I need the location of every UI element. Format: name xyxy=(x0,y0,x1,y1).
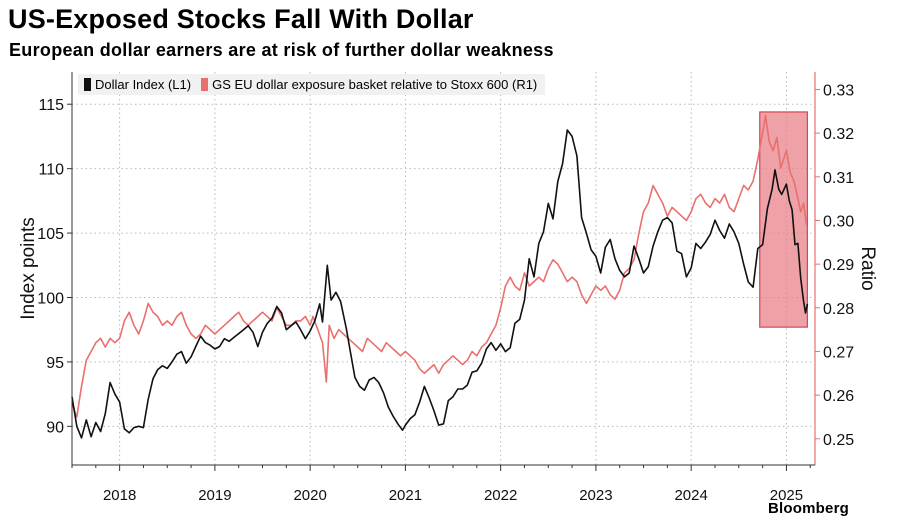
left-tick-label: 115 xyxy=(38,97,64,114)
chart-title: US-Exposed Stocks Fall With Dollar xyxy=(8,4,474,34)
right-tick-label: 0.31 xyxy=(823,170,854,187)
left-tick-label: 100 xyxy=(37,290,64,307)
source-logo: Bloomberg xyxy=(768,500,849,517)
legend-item-gs-basket: GS EU dollar exposure basket relative to… xyxy=(201,77,537,92)
series-layer xyxy=(71,114,809,439)
right-tick-label: 0.26 xyxy=(823,388,854,405)
right-axis-title: Ratio xyxy=(857,246,878,290)
left-tick-label: 90 xyxy=(46,419,64,436)
axes-layer xyxy=(67,72,820,471)
left-tick-label: 110 xyxy=(38,162,64,179)
right-tick-label: 0.33 xyxy=(823,82,854,99)
highlight-layer xyxy=(759,111,808,328)
left-tick-label: 95 xyxy=(46,355,64,372)
x-tick-label: 2021 xyxy=(389,487,422,504)
x-tick-label: 2020 xyxy=(293,487,326,504)
series-line-dollar-index xyxy=(71,129,809,439)
chart-subtitle: European dollar earners are at risk of f… xyxy=(9,40,554,60)
right-tick-label: 0.27 xyxy=(823,344,854,361)
highlight-region xyxy=(759,111,808,328)
chart-legend: Dollar Index (L1) GS EU dollar exposure … xyxy=(78,74,546,95)
right-tick-label: 0.32 xyxy=(823,126,854,143)
legend-item-dollar-index: Dollar Index (L1) xyxy=(84,77,191,92)
right-tick-label: 0.28 xyxy=(823,301,854,318)
x-tick-label: 2024 xyxy=(674,487,707,504)
labels-layer: 115 110 105 100 95 90 2018 2019 2020 2021 2022 2023… xyxy=(18,82,878,504)
right-tick-label: 0.30 xyxy=(823,213,854,230)
series-line-gs-basket xyxy=(71,114,808,418)
right-tick-label: 0.25 xyxy=(823,432,854,449)
x-tick-label: 2025 xyxy=(770,487,803,504)
left-tick-label: 105 xyxy=(37,226,64,243)
legend-swatch-dollar-index xyxy=(84,78,91,91)
grid-layer xyxy=(72,72,815,465)
x-tick-label: 2019 xyxy=(198,487,231,504)
x-tick-label: 2023 xyxy=(579,487,612,504)
left-axis-title: Index points xyxy=(18,217,39,319)
x-tick-label: 2022 xyxy=(484,487,517,504)
legend-swatch-gs-basket xyxy=(201,78,209,91)
legend-label-dollar-index: Dollar Index (L1) xyxy=(95,77,192,92)
right-tick-label: 0.29 xyxy=(823,257,854,274)
x-tick-label: 2018 xyxy=(103,487,136,504)
legend-label-gs-basket: GS EU dollar exposure basket relative to… xyxy=(212,77,538,92)
